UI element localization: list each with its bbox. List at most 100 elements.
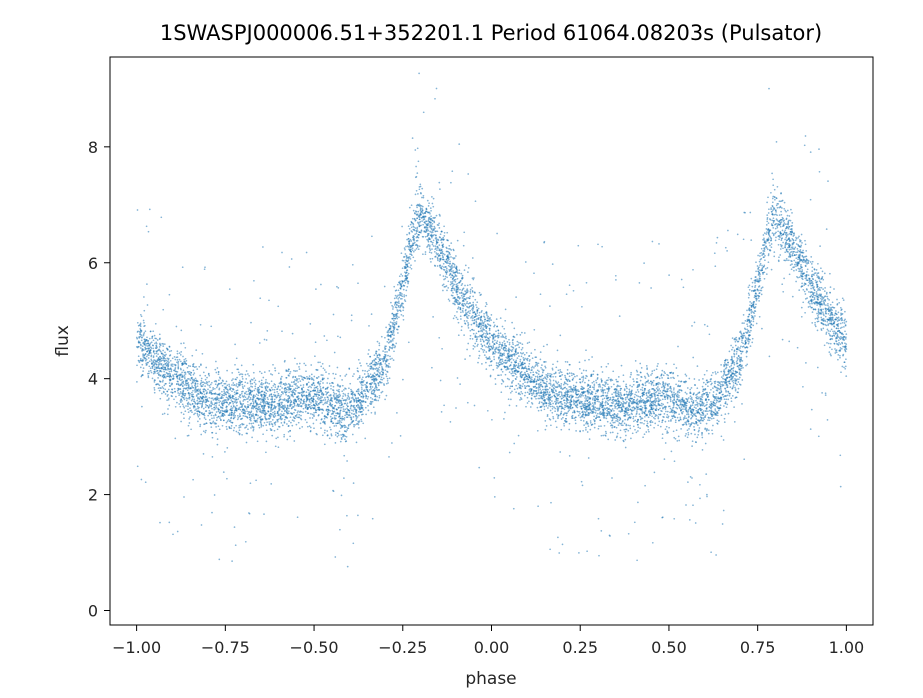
- data-point: [314, 355, 316, 358]
- data-point: [788, 242, 790, 245]
- data-point: [797, 267, 800, 270]
- data-point: [385, 373, 387, 376]
- data-point: [346, 416, 349, 419]
- data-point: [538, 385, 540, 387]
- data-point: [495, 341, 498, 344]
- data-point: [511, 390, 513, 393]
- data-point: [339, 336, 342, 339]
- data-point: [441, 254, 444, 257]
- data-point: [555, 401, 558, 404]
- data-point: [201, 402, 203, 405]
- data-point: [474, 342, 477, 345]
- data-point: [168, 384, 171, 387]
- data-point: [374, 413, 376, 415]
- data-point: [537, 397, 540, 400]
- data-point: [511, 341, 514, 344]
- data-point: [162, 349, 164, 352]
- data-point: [196, 414, 199, 416]
- data-point: [367, 374, 370, 377]
- data-point: [825, 324, 828, 327]
- data-point: [665, 425, 668, 428]
- data-point: [458, 281, 461, 284]
- data-point: [507, 347, 510, 350]
- data-point: [239, 379, 241, 382]
- data-point: [786, 259, 788, 262]
- data-point: [824, 394, 827, 396]
- data-point: [522, 352, 525, 354]
- data-point: [673, 399, 675, 401]
- data-point: [362, 422, 365, 425]
- data-point: [342, 410, 345, 413]
- data-point: [626, 411, 629, 414]
- data-point: [402, 318, 405, 321]
- data-point: [827, 180, 829, 182]
- data-point: [611, 404, 613, 407]
- data-point: [198, 414, 201, 416]
- data-point: [136, 321, 139, 324]
- data-point: [684, 435, 687, 437]
- data-point: [610, 378, 613, 381]
- data-point: [371, 235, 373, 238]
- data-point: [433, 225, 436, 228]
- data-point: [607, 376, 610, 379]
- data-point: [265, 451, 267, 454]
- data-point: [613, 388, 616, 391]
- data-point: [343, 426, 346, 429]
- data-point: [776, 202, 779, 205]
- data-point: [836, 330, 839, 333]
- data-point: [557, 406, 559, 409]
- data-point: [486, 333, 489, 335]
- data-point: [272, 411, 274, 414]
- data-point: [757, 297, 760, 299]
- data-point: [431, 229, 434, 232]
- data-point: [624, 397, 627, 399]
- data-point: [750, 239, 753, 241]
- data-point: [748, 321, 751, 324]
- data-point: [241, 378, 244, 380]
- data-point: [663, 413, 666, 415]
- data-point: [331, 403, 334, 406]
- data-point: [557, 381, 560, 384]
- data-point: [750, 277, 753, 280]
- data-point: [180, 420, 182, 423]
- data-point: [716, 411, 719, 414]
- data-point: [191, 402, 194, 405]
- data-point: [820, 293, 822, 296]
- data-point: [712, 417, 715, 420]
- data-point: [344, 435, 347, 438]
- data-point: [319, 397, 322, 400]
- data-point: [826, 297, 829, 300]
- data-point: [648, 389, 651, 391]
- data-point: [632, 415, 635, 418]
- data-point: [816, 317, 818, 320]
- data-point: [800, 233, 803, 236]
- data-point: [749, 211, 752, 214]
- data-point: [761, 264, 763, 267]
- data-point: [755, 270, 757, 273]
- data-point: [738, 356, 741, 359]
- data-point: [575, 430, 577, 432]
- data-point: [813, 291, 816, 294]
- data-point: [776, 219, 779, 222]
- data-point: [619, 387, 622, 390]
- data-point: [639, 395, 641, 398]
- data-point: [250, 427, 252, 429]
- data-point: [619, 389, 622, 392]
- data-point: [143, 309, 146, 312]
- data-point: [278, 382, 281, 385]
- data-point: [704, 442, 707, 445]
- data-point: [716, 422, 718, 425]
- data-point: [572, 391, 575, 393]
- data-point: [410, 240, 413, 242]
- data-point: [817, 289, 819, 292]
- data-point: [549, 372, 551, 375]
- data-point: [727, 370, 730, 373]
- data-point: [465, 312, 467, 314]
- data-point: [471, 319, 474, 322]
- data-point: [317, 376, 320, 378]
- data-point: [170, 349, 173, 352]
- data-point: [562, 387, 565, 390]
- data-point: [521, 373, 523, 376]
- data-point: [551, 368, 554, 371]
- data-point: [189, 365, 192, 368]
